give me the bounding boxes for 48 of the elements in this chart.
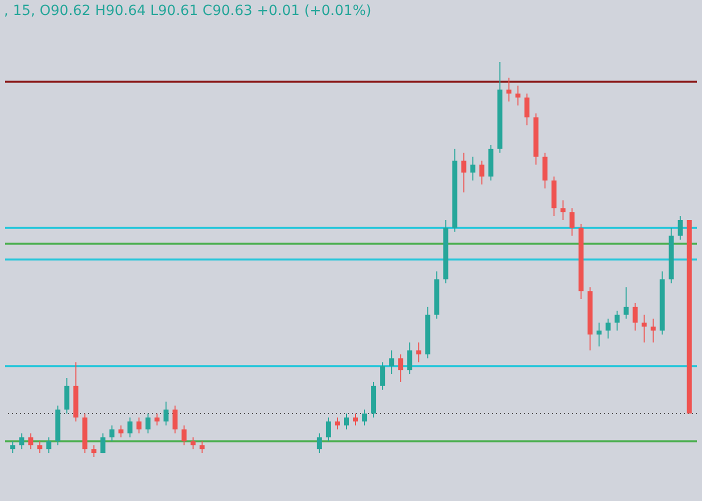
candlestick bbox=[380, 362, 386, 390]
candlestick bbox=[570, 208, 575, 236]
candlestick bbox=[164, 401, 169, 426]
candlestick bbox=[389, 350, 394, 375]
candlestick bbox=[479, 160, 484, 185]
candlestick bbox=[614, 310, 620, 332]
candlestick bbox=[632, 302, 638, 332]
candlestick bbox=[100, 432, 106, 454]
candlestick bbox=[316, 432, 322, 454]
candlestick bbox=[506, 77, 512, 102]
candlestick bbox=[560, 200, 566, 220]
candlestick bbox=[515, 85, 520, 106]
candlestick bbox=[127, 417, 132, 438]
candlestick bbox=[334, 417, 340, 430]
candlestick bbox=[146, 413, 150, 434]
candlestick bbox=[461, 152, 466, 193]
candlestick bbox=[606, 318, 611, 339]
candlestick bbox=[650, 318, 656, 343]
candlestick bbox=[542, 152, 548, 189]
candlestick bbox=[642, 314, 647, 343]
chart-title: , 15, O90.62 H90.64 L90.61 C90.63 +0.01 (+0.01%) bbox=[4, 3, 372, 19]
candlestick bbox=[353, 413, 358, 426]
candlestick bbox=[118, 424, 124, 438]
candlestick bbox=[200, 440, 205, 454]
candlestick bbox=[326, 417, 331, 442]
candlestick bbox=[28, 432, 34, 450]
candlestick bbox=[172, 405, 178, 434]
candlestick bbox=[91, 444, 96, 458]
candlestick bbox=[398, 354, 404, 382]
candlestick bbox=[678, 216, 683, 240]
candlestick bbox=[470, 156, 476, 181]
candlestick bbox=[596, 322, 602, 347]
candlestick bbox=[190, 436, 196, 450]
candlestick bbox=[624, 286, 629, 320]
candlestick bbox=[182, 424, 187, 446]
candlestick bbox=[362, 409, 368, 426]
candlestick bbox=[64, 378, 70, 414]
candlestick bbox=[407, 342, 412, 375]
candlestick bbox=[109, 424, 114, 442]
candlestick bbox=[37, 440, 42, 454]
candlestick bbox=[416, 342, 422, 363]
candlestick bbox=[524, 93, 530, 126]
candlestick bbox=[136, 417, 142, 434]
candlestick bbox=[46, 436, 52, 454]
candlestick bbox=[19, 432, 24, 450]
candlestick bbox=[154, 413, 160, 426]
candlestick bbox=[10, 440, 16, 454]
candlestick bbox=[344, 413, 349, 430]
